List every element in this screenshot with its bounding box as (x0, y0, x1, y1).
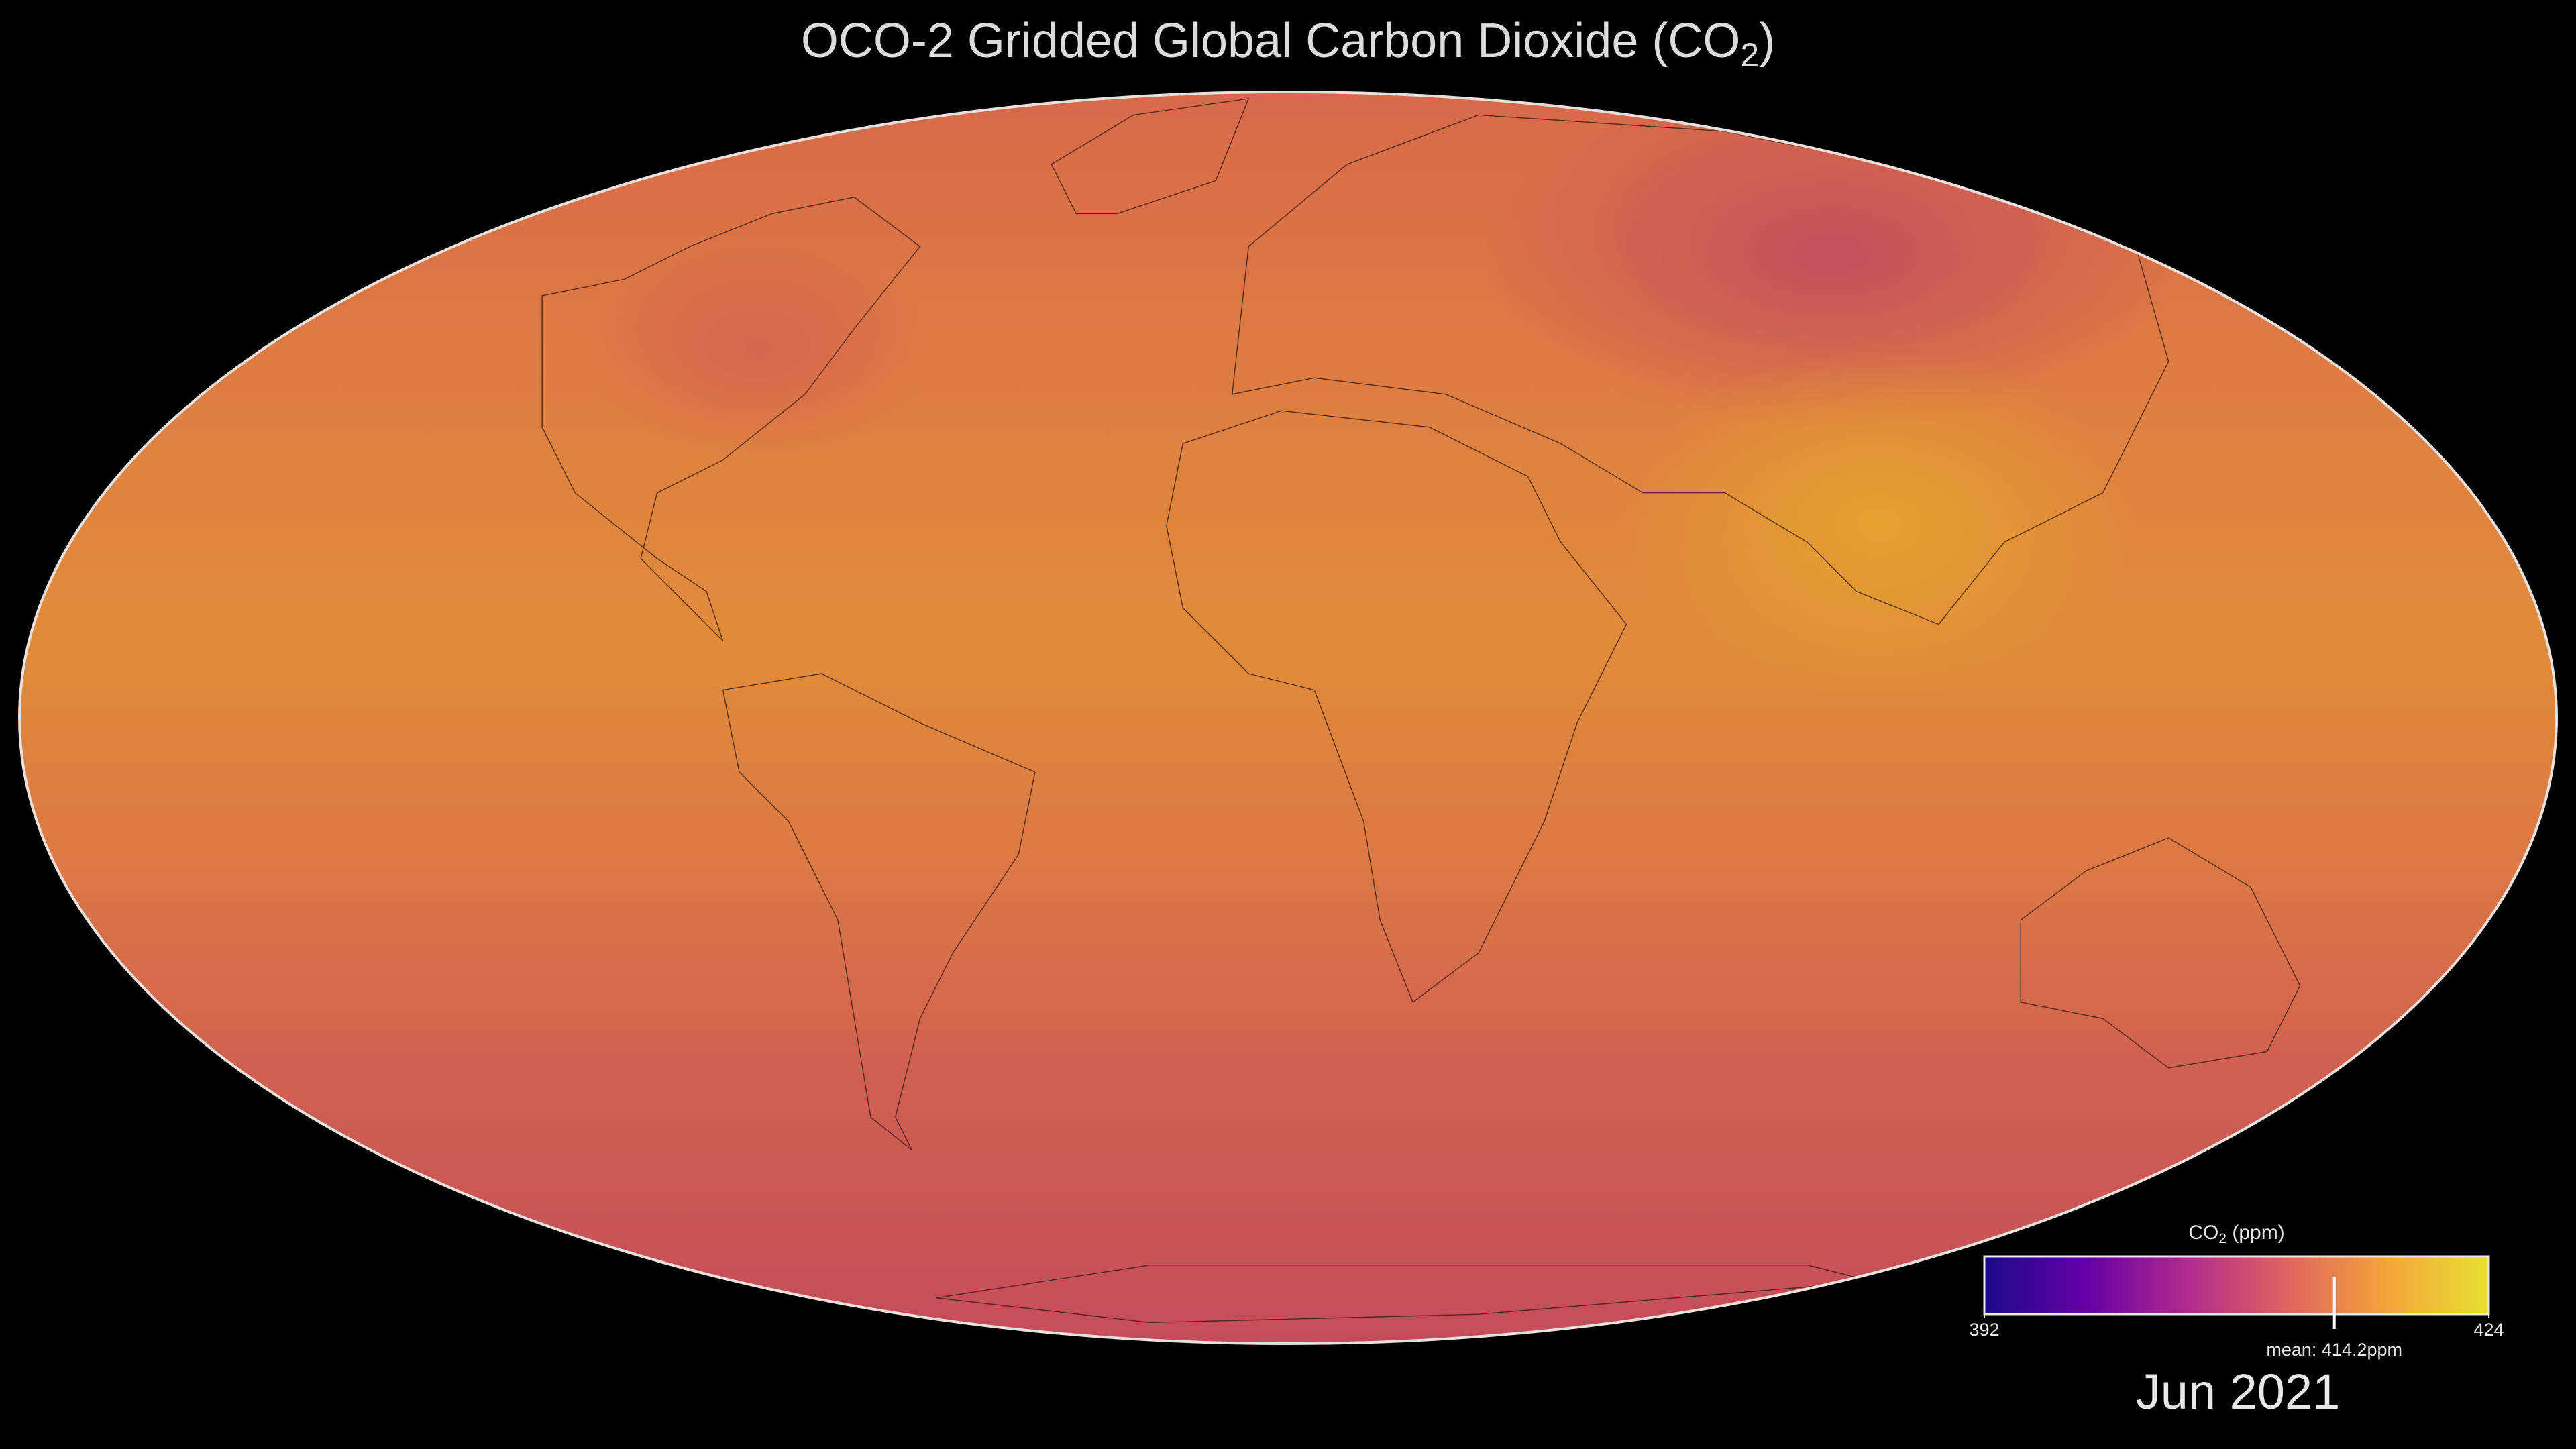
legend-title: CO2 (ppm) (2188, 1222, 2284, 1246)
tick-label: 392 (1969, 1320, 1999, 1340)
title: OCO-2 Gridded Global Carbon Dioxide (CO2… (801, 14, 1775, 74)
legend-title-text: (ppm) (2226, 1222, 2285, 1244)
coastlines (541, 98, 2301, 1324)
legend-title-text: CO (2188, 1222, 2218, 1244)
globe-outline (18, 91, 2558, 1345)
title-text: ) (1759, 14, 1775, 68)
map (18, 91, 2558, 1345)
legend-title-subscript: 2 (2218, 1231, 2226, 1246)
mean-label: mean: 414.2ppm (2266, 1340, 2402, 1360)
title-subscript: 2 (1740, 36, 1759, 74)
tick-label: 424 (2473, 1320, 2504, 1340)
legend: CO2 (ppm) 392 424 mean: 414.2ppm (1969, 1222, 2504, 1360)
date: Jun 2021 (2136, 1364, 2341, 1419)
title-text: OCO-2 Gridded Global Carbon Dioxide (CO (801, 14, 1741, 68)
colorbar (1983, 1255, 2490, 1316)
